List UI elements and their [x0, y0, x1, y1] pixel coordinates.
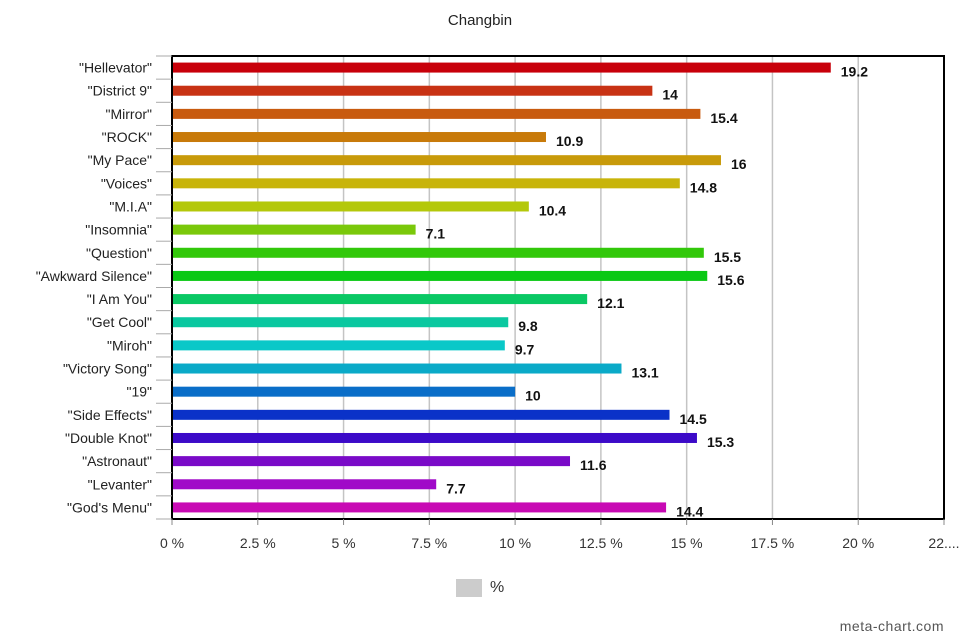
value-label: 9.7 [515, 341, 535, 357]
y-axis-ticks [156, 55, 172, 520]
x-tick-label: 20 % [842, 535, 874, 551]
category-label: "God's Menu" [67, 499, 152, 515]
value-label: 7.1 [426, 226, 446, 242]
grid-lines [257, 56, 859, 519]
bar [172, 224, 416, 235]
value-label: 10.9 [556, 133, 583, 149]
value-label: 15.6 [717, 272, 744, 288]
value-label: 12.1 [597, 295, 624, 311]
x-tick-label: 5 % [331, 535, 355, 551]
category-label: "19" [126, 384, 152, 400]
x-tick-label: 12.5 % [579, 535, 623, 551]
bar [172, 456, 571, 467]
x-tick-label: 7.5 % [411, 535, 447, 551]
category-label: "ROCK" [102, 129, 152, 145]
bar [172, 386, 516, 397]
bar [172, 340, 505, 351]
category-label: "Mirror" [106, 106, 153, 122]
bar [172, 479, 437, 490]
bar [172, 155, 721, 166]
chart-title: Changbin [447, 12, 513, 29]
category-label: "Astronaut" [82, 453, 152, 469]
bar [172, 432, 697, 443]
legend: % [456, 579, 504, 597]
bar [172, 502, 667, 513]
category-label: "Miroh" [107, 337, 152, 353]
bar [172, 409, 670, 420]
x-tick-label: 22.... [928, 535, 959, 551]
legend-label: % [490, 579, 505, 596]
bar [172, 247, 704, 258]
category-label: "M.I.A" [109, 198, 152, 214]
x-tick-label: 10 % [499, 535, 531, 551]
value-label: 10 [525, 388, 541, 404]
category-label: "Get Cool" [87, 314, 152, 330]
value-label: 7.7 [446, 480, 466, 496]
bar [172, 201, 529, 212]
value-label: 15.4 [710, 110, 737, 126]
value-label: 19.2 [841, 64, 868, 80]
bar [172, 62, 831, 73]
value-label: 14.5 [680, 411, 707, 427]
x-axis-tick-labels: 0 % 2.5 % 5 % 7.5 % 10 % 12.5 % 15 % 17.5 % 20 %… [160, 519, 960, 551]
bar [172, 85, 653, 96]
value-label: 9.8 [518, 318, 538, 334]
category-label: "Hellevator" [79, 60, 152, 76]
bar [172, 270, 708, 281]
value-label: 14 [662, 87, 678, 103]
category-label: "Voices" [101, 175, 152, 191]
watermark: meta-chart.com [839, 618, 944, 634]
value-label: 11.6 [580, 457, 607, 473]
plot-frame [171, 55, 945, 520]
value-label: 15.3 [707, 434, 734, 450]
bar [172, 178, 680, 189]
x-tick-label: 2.5 % [240, 535, 276, 551]
category-label: "Insomnia" [85, 222, 152, 238]
category-label: "Question" [86, 245, 152, 261]
category-label: "My Pace" [88, 152, 152, 168]
category-label: "I Am You" [87, 291, 152, 307]
bars [172, 62, 831, 513]
category-label: "Levanter" [88, 476, 152, 492]
bar [172, 132, 546, 143]
value-label: 10.4 [539, 202, 566, 218]
bar [172, 294, 588, 305]
category-label: "Victory Song" [63, 361, 152, 377]
x-tick-label: 17.5 % [751, 535, 795, 551]
value-label: 14.4 [676, 503, 703, 519]
value-labels: 19.2 14 15.4 10.9 16 14.8 10.4 7.1 15.5 15.6 12.1 9… [426, 64, 869, 520]
category-label: "District 9" [88, 83, 152, 99]
bar [172, 108, 701, 119]
x-tick-label: 15 % [671, 535, 703, 551]
value-label: 13.1 [631, 365, 658, 381]
x-tick-label: 0 % [160, 535, 184, 551]
value-label: 16 [731, 156, 747, 172]
bar [172, 317, 509, 328]
legend-swatch [456, 579, 482, 597]
value-label: 15.5 [714, 249, 741, 265]
category-label: "Side Effects" [68, 407, 152, 423]
category-label: "Awkward Silence" [36, 268, 152, 284]
category-labels: "Hellevator" "District 9" "Mirror" "ROCK" "M… [36, 60, 152, 516]
bar-chart: "Hellevator" "District 9" "Mirror" "ROCK" "M… [36, 55, 960, 551]
value-label: 14.8 [690, 179, 717, 195]
bar [172, 363, 622, 374]
category-label: "Double Knot" [65, 430, 152, 446]
